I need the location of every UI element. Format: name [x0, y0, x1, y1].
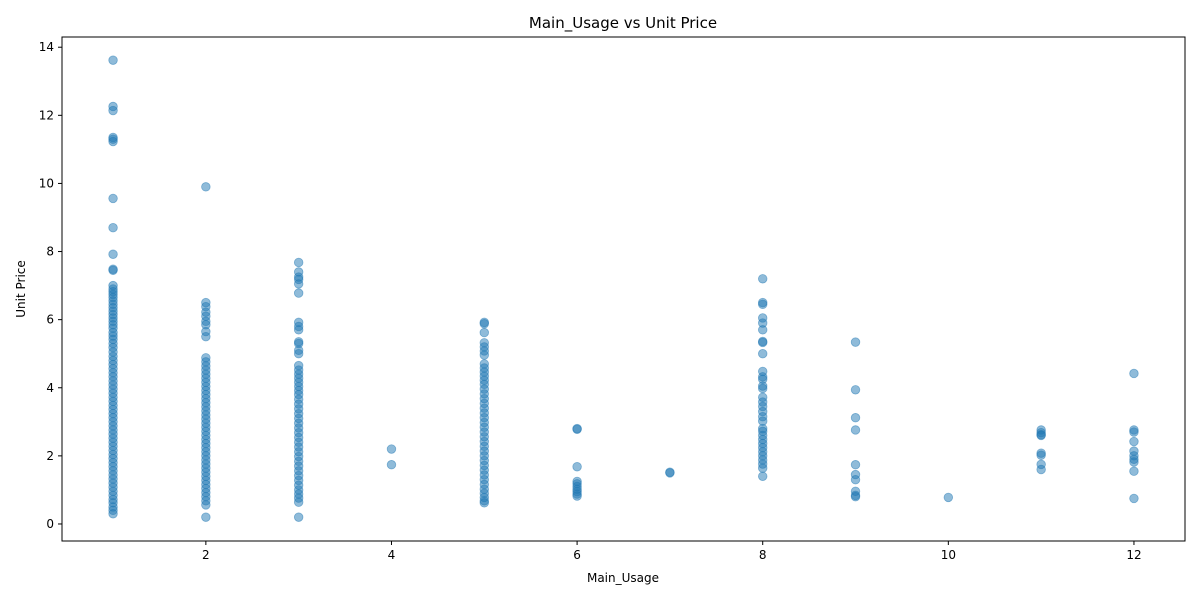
data-point: [293, 512, 304, 522]
data-point: [850, 460, 861, 470]
x-tick-label: 6: [573, 548, 581, 562]
data-point: [850, 385, 861, 395]
data-point: [293, 325, 304, 335]
data-point: [479, 498, 489, 508]
plot-frame: [61, 36, 1186, 542]
data-point: [850, 492, 861, 502]
data-point: [293, 497, 304, 507]
y-tick-label: 6: [46, 313, 54, 327]
x-axis-label: Main_Usage: [587, 571, 659, 585]
data-point: [572, 462, 582, 472]
data-point: [572, 424, 582, 435]
data-point: [108, 105, 118, 116]
data-point: [1129, 436, 1139, 447]
data-point: [850, 413, 861, 423]
data-point: [293, 349, 304, 359]
data-point: [1036, 464, 1046, 475]
data-point: [108, 509, 118, 519]
data-point: [386, 460, 397, 470]
data-point: [850, 425, 861, 435]
chart-title: Main_Usage vs Unit Price: [529, 14, 717, 33]
data-point: [1129, 427, 1139, 437]
x-tick-label: 8: [759, 548, 767, 562]
data-point: [1129, 466, 1139, 476]
data-point: [943, 492, 954, 503]
data-point: [758, 349, 768, 359]
data-point: [1129, 457, 1139, 467]
data-point: [108, 265, 118, 275]
x-tick-label: 12: [1126, 548, 1141, 562]
data-point: [1129, 368, 1139, 379]
data-point: [293, 257, 304, 268]
y-tick-label: 0: [46, 517, 54, 531]
data-point: [1036, 450, 1046, 460]
data-point: [1036, 430, 1046, 441]
data-point: [572, 491, 582, 501]
data-point: [201, 512, 211, 522]
data-point: [758, 325, 768, 335]
data-point: [479, 319, 489, 329]
points-layer: [108, 55, 1139, 522]
data-point: [201, 182, 211, 192]
y-axis: 0 2 4 6 8 10 12 14: [39, 40, 62, 531]
data-point: [850, 337, 861, 347]
x-tick-label: 2: [202, 548, 210, 562]
data-point: [1129, 493, 1139, 504]
data-point: [201, 331, 211, 342]
y-tick-label: 12: [39, 108, 54, 122]
x-tick-label: 4: [388, 548, 396, 562]
data-point: [850, 475, 861, 485]
data-point: [479, 350, 489, 360]
y-tick-label: 2: [46, 449, 54, 463]
data-point: [479, 327, 489, 338]
data-point: [758, 471, 768, 482]
data-point: [758, 337, 768, 348]
y-tick-label: 14: [39, 40, 54, 54]
data-point: [758, 274, 768, 284]
data-point: [386, 444, 397, 454]
x-axis: 2 4 6 8 10 12: [202, 541, 1142, 562]
data-point: [108, 249, 118, 259]
data-point: [108, 136, 118, 147]
data-point: [665, 468, 675, 478]
data-point: [758, 383, 768, 394]
y-axis-label: Unit Price: [14, 260, 28, 318]
data-point: [108, 193, 118, 204]
data-point: [758, 299, 768, 310]
data-point: [201, 500, 211, 510]
y-tick-label: 10: [39, 176, 54, 190]
y-tick-label: 4: [46, 381, 54, 395]
data-point: [758, 463, 768, 473]
data-point: [293, 279, 304, 289]
x-tick-label: 10: [941, 548, 956, 562]
data-point: [108, 222, 118, 233]
data-point: [108, 55, 118, 65]
y-tick-label: 8: [46, 245, 54, 259]
data-point: [293, 288, 304, 298]
